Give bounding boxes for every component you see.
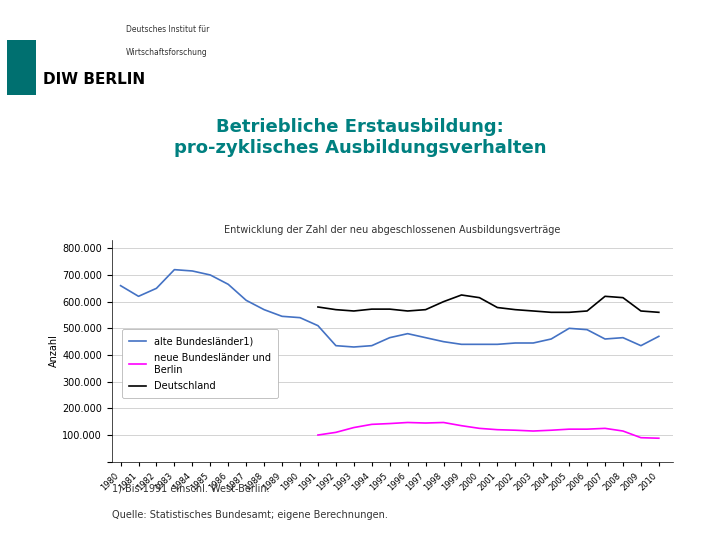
Deutschland xyxy=(332,306,341,313)
neue Bundesländer und
Berlin xyxy=(636,435,645,441)
neue Bundesländer und
Berlin xyxy=(349,424,358,431)
alte Bundesländer1) xyxy=(134,293,143,300)
Text: Deutsches Institut für: Deutsches Institut für xyxy=(126,25,210,34)
neue Bundesländer und
Berlin xyxy=(582,426,591,433)
neue Bundesländer und
Berlin xyxy=(367,421,376,428)
Deutschland xyxy=(475,294,484,301)
Deutschland xyxy=(314,303,323,310)
alte Bundesländer1) xyxy=(349,344,358,350)
neue Bundesländer und
Berlin xyxy=(475,425,484,431)
neue Bundesländer und
Berlin xyxy=(529,428,538,434)
alte Bundesländer1) xyxy=(314,322,323,329)
alte Bundesländer1) xyxy=(511,340,520,346)
Deutschland xyxy=(564,309,573,315)
alte Bundesländer1) xyxy=(636,342,645,349)
Deutschland xyxy=(457,292,466,298)
neue Bundesländer und
Berlin xyxy=(385,420,394,427)
alte Bundesländer1) xyxy=(564,325,573,332)
Deutschland xyxy=(349,308,358,314)
alte Bundesländer1) xyxy=(224,281,233,288)
alte Bundesländer1) xyxy=(260,306,269,313)
alte Bundesländer1) xyxy=(188,268,197,274)
alte Bundesländer1) xyxy=(600,336,609,342)
alte Bundesländer1) xyxy=(439,339,448,345)
Deutschland xyxy=(618,294,627,301)
Y-axis label: Anzahl: Anzahl xyxy=(49,335,59,367)
alte Bundesländer1) xyxy=(385,334,394,341)
Deutschland xyxy=(654,309,663,315)
neue Bundesländer und
Berlin xyxy=(421,420,430,426)
neue Bundesländer und
Berlin xyxy=(564,426,573,433)
alte Bundesländer1) xyxy=(278,313,287,320)
Text: Wirtschaftsforschung: Wirtschaftsforschung xyxy=(126,48,208,57)
alte Bundesländer1) xyxy=(654,333,663,340)
Deutschland xyxy=(403,308,412,314)
alte Bundesländer1) xyxy=(618,334,627,341)
alte Bundesländer1) xyxy=(582,326,591,333)
Deutschland xyxy=(493,304,502,310)
neue Bundesländer und
Berlin xyxy=(457,422,466,429)
neue Bundesländer und
Berlin xyxy=(439,419,448,426)
neue Bundesländer und
Berlin xyxy=(600,425,609,431)
Deutschland xyxy=(511,306,520,313)
Legend: alte Bundesländer1), neue Bundesländer und
Berlin, Deutschland: alte Bundesländer1), neue Bundesländer u… xyxy=(122,329,278,398)
neue Bundesländer und
Berlin xyxy=(654,435,663,442)
Deutschland xyxy=(385,306,394,312)
Deutschland xyxy=(600,293,609,300)
Text: Betriebliche Erstausbildung:
pro-zyklisches Ausbildungsverhalten: Betriebliche Erstausbildung: pro-zyklisc… xyxy=(174,118,546,157)
alte Bundesländer1) xyxy=(475,341,484,348)
Title: Entwicklung der Zahl der neu abgeschlossenen Ausbildungsverträge: Entwicklung der Zahl der neu abgeschloss… xyxy=(224,225,561,235)
neue Bundesländer und
Berlin xyxy=(332,429,341,436)
alte Bundesländer1) xyxy=(332,342,341,349)
alte Bundesländer1) xyxy=(529,340,538,346)
neue Bundesländer und
Berlin xyxy=(511,427,520,434)
Line: alte Bundesländer1): alte Bundesländer1) xyxy=(120,269,659,347)
Deutschland xyxy=(529,308,538,314)
neue Bundesländer und
Berlin xyxy=(403,419,412,426)
Deutschland xyxy=(367,306,376,312)
alte Bundesländer1) xyxy=(421,334,430,341)
Text: DIW BERLIN: DIW BERLIN xyxy=(43,72,145,87)
Line: Deutschland: Deutschland xyxy=(318,295,659,312)
alte Bundesländer1) xyxy=(457,341,466,348)
Text: 1) Bis 1991 einschl. West-Berlin.: 1) Bis 1991 einschl. West-Berlin. xyxy=(112,483,269,494)
alte Bundesländer1) xyxy=(493,341,502,348)
alte Bundesländer1) xyxy=(152,285,161,292)
Deutschland xyxy=(421,306,430,313)
Deutschland xyxy=(439,299,448,305)
FancyBboxPatch shape xyxy=(7,40,36,95)
Deutschland xyxy=(636,308,645,314)
Deutschland xyxy=(547,309,556,315)
Deutschland xyxy=(582,308,591,314)
alte Bundesländer1) xyxy=(170,266,179,273)
alte Bundesländer1) xyxy=(296,314,305,321)
alte Bundesländer1) xyxy=(206,272,215,278)
neue Bundesländer und
Berlin xyxy=(314,432,323,438)
alte Bundesländer1) xyxy=(547,336,556,342)
alte Bundesländer1) xyxy=(242,297,251,303)
Text: Quelle: Statistisches Bundesamt; eigene Berechnungen.: Quelle: Statistisches Bundesamt; eigene … xyxy=(112,510,387,521)
neue Bundesländer und
Berlin xyxy=(493,427,502,433)
neue Bundesländer und
Berlin xyxy=(618,428,627,434)
alte Bundesländer1) xyxy=(403,330,412,337)
alte Bundesländer1) xyxy=(367,342,376,349)
neue Bundesländer und
Berlin xyxy=(547,427,556,434)
alte Bundesländer1) xyxy=(116,282,125,289)
Line: neue Bundesländer und
Berlin: neue Bundesländer und Berlin xyxy=(318,422,659,438)
